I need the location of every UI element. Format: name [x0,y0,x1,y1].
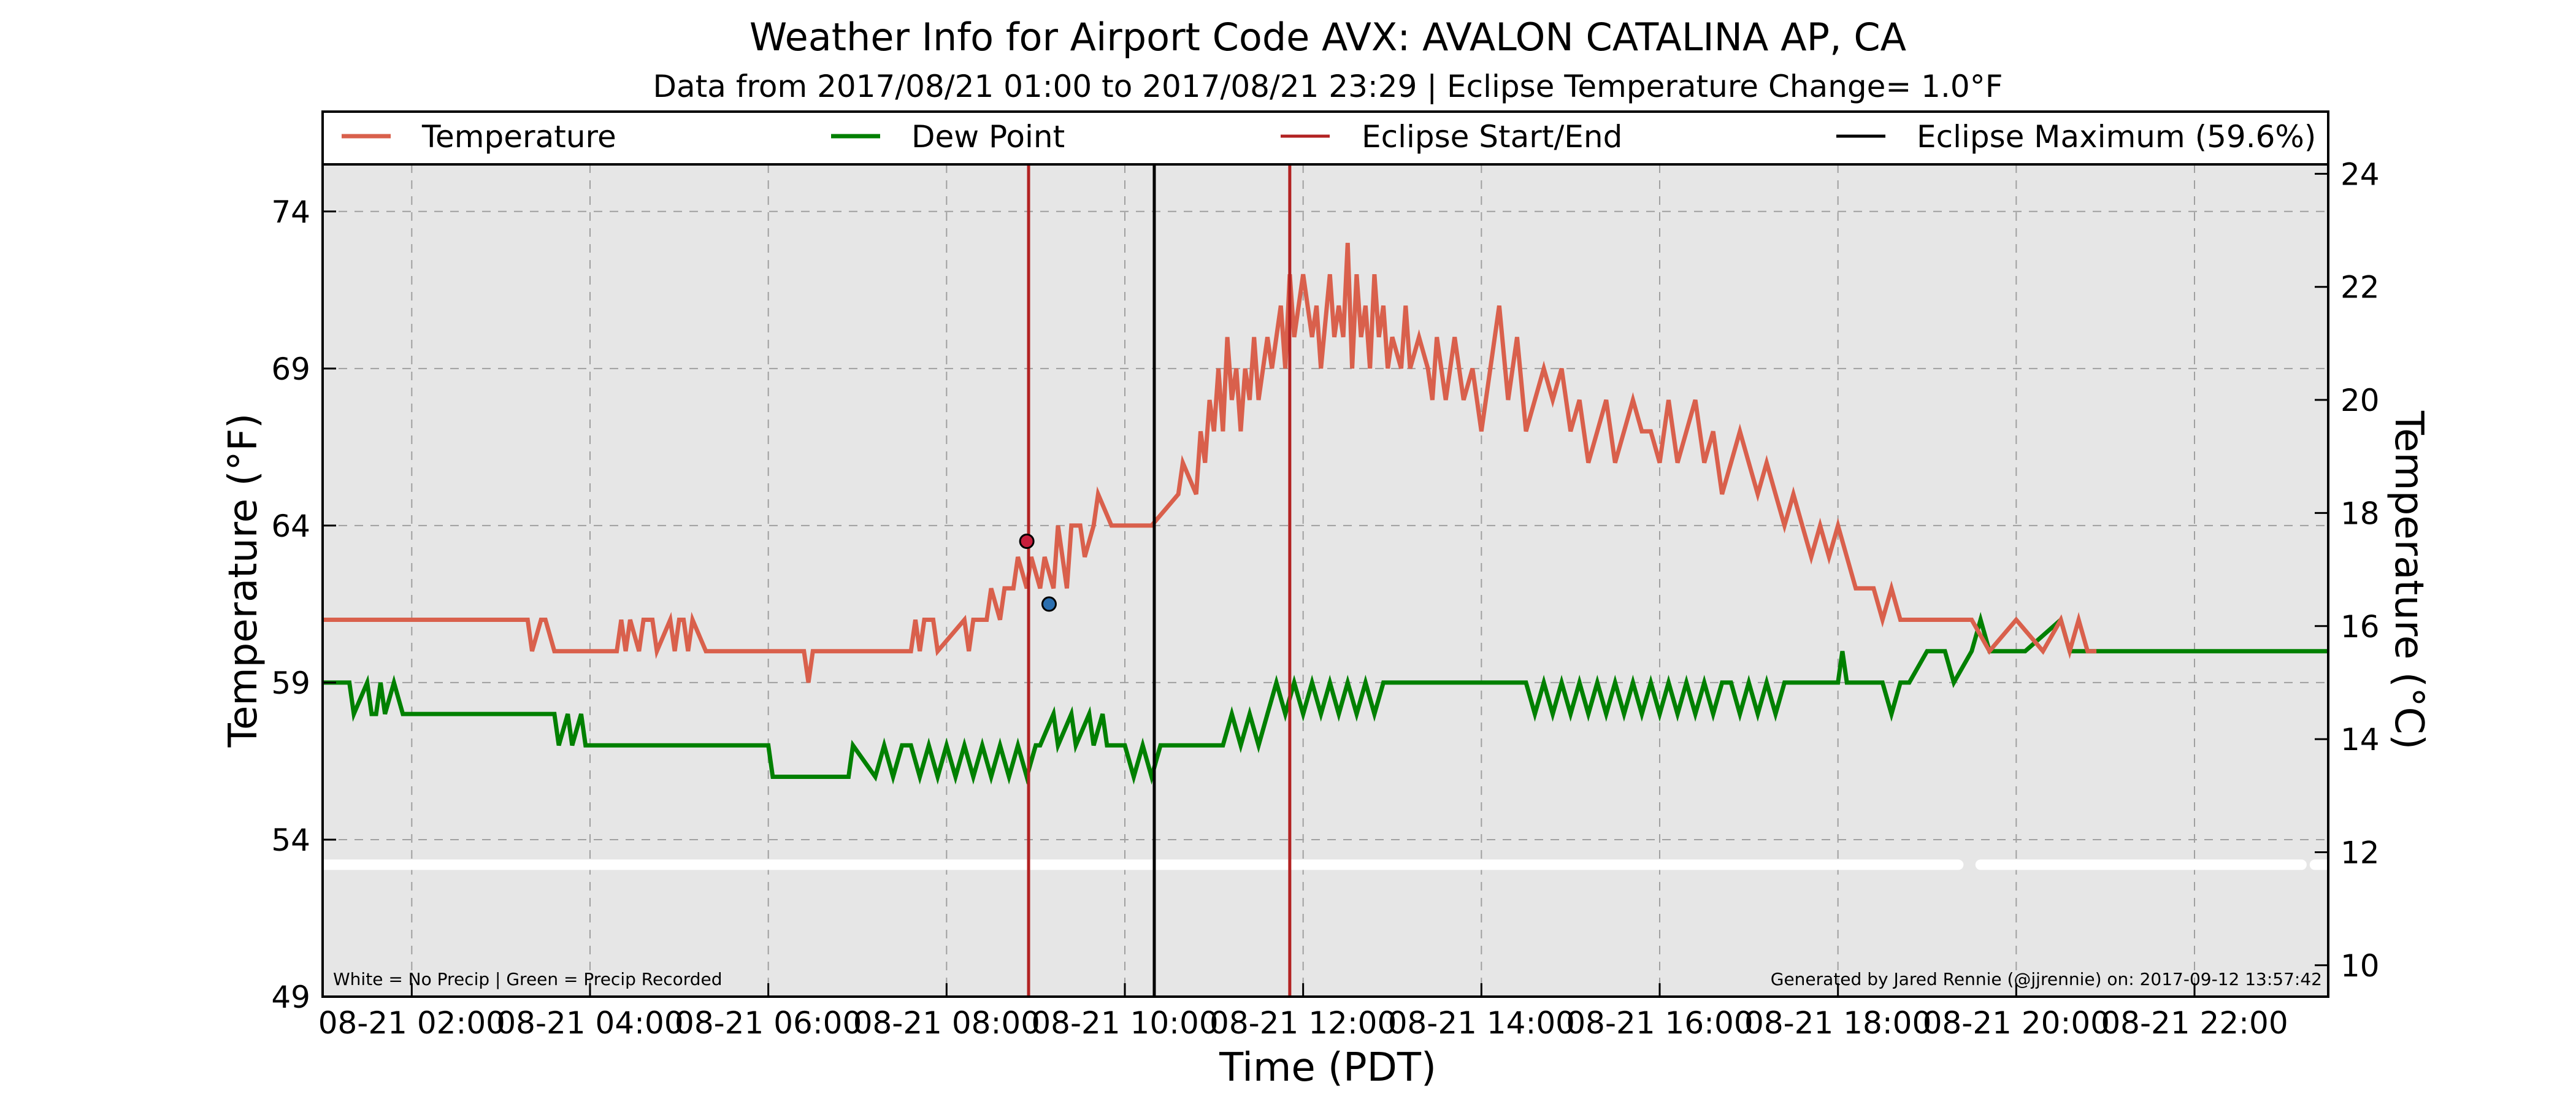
y-tick-label-left: 69 [271,351,310,387]
legend-entry-eclipse-start-end: Eclipse Start/End [1281,119,1622,155]
series-line-temperature [323,242,2097,683]
y-tick-label-right: 18 [2340,496,2380,531]
x-tick-label: 08-21 02:00 [318,1005,505,1041]
y-axis-label-right: Temperature (°C) [2386,410,2431,749]
series-line-dew-point [323,611,2328,785]
y-tick-label-left: 64 [271,508,310,544]
x-tick-label: 08-21 22:00 [2101,1005,2288,1041]
x-tick-label: 08-21 14:00 [1388,1005,1575,1041]
x-tick-label: 08-21 16:00 [1566,1005,1753,1041]
legend-box [321,110,2329,166]
x-tick-label: 08-21 12:00 [1209,1005,1397,1041]
y-tick-label-left: 49 [271,979,310,1015]
legend-label-eclipse-maximum: Eclipse Maximum (59.6%) [1917,119,2316,155]
legend-label-temperature: Temperature [421,119,616,155]
grid-lines [323,164,2328,997]
y-tick-label-right: 20 [2340,383,2380,418]
y-axis-label-left: Temperature (°F) [221,413,266,748]
markers [1019,533,1057,612]
legend-entry-eclipse-maximum: Eclipse Maximum (59.6%) [1836,119,2316,155]
legend-entry-temperature: Temperature [342,119,616,155]
temperature-marker [1019,533,1035,549]
generated-note: Generated by Jared Rennie (@jjrennie) on… [1771,969,2322,989]
x-tick-label: 08-21 04:00 [496,1005,683,1041]
y-tick-label-right: 10 [2340,948,2380,984]
x-axis-label: Time (PDT) [1219,1045,1436,1091]
x-tick-label: 08-21 08:00 [853,1005,1040,1041]
y-tick-label-right: 16 [2340,609,2380,645]
x-tick-label: 08-21 06:00 [675,1005,862,1041]
eclipse-lines [1027,164,1292,997]
y-tick-label-right: 22 [2340,270,2380,305]
legend-label-eclipse-start-end: Eclipse Start/End [1362,119,1622,155]
y-tick-label-right: 14 [2340,722,2380,757]
x-tick-label: 08-21 20:00 [1923,1005,2110,1041]
y-tick-label-right: 12 [2340,835,2380,870]
dew-point-marker [1041,596,1057,612]
y-tick-label-left: 74 [271,194,310,230]
y-tick-label-right: 24 [2340,156,2380,192]
legend-label-dew-point: Dew Point [911,119,1065,155]
chart-title: Weather Info for Airport Code AVX: AVALO… [749,15,1906,59]
x-tick-label: 08-21 10:00 [1031,1005,1218,1041]
legend-entry-dew-point: Dew Point [831,119,1065,155]
plot-area [323,164,2328,997]
series-lines [323,242,2328,785]
y-tick-label-left: 54 [271,822,310,858]
y-tick-label-left: 59 [271,665,310,701]
precip-note: White = No Precip | Green = Precip Recor… [333,969,723,989]
x-tick-label: 08-21 18:00 [1744,1005,1931,1041]
chart-subtitle: Data from 2017/08/21 01:00 to 2017/08/21… [653,69,2003,104]
